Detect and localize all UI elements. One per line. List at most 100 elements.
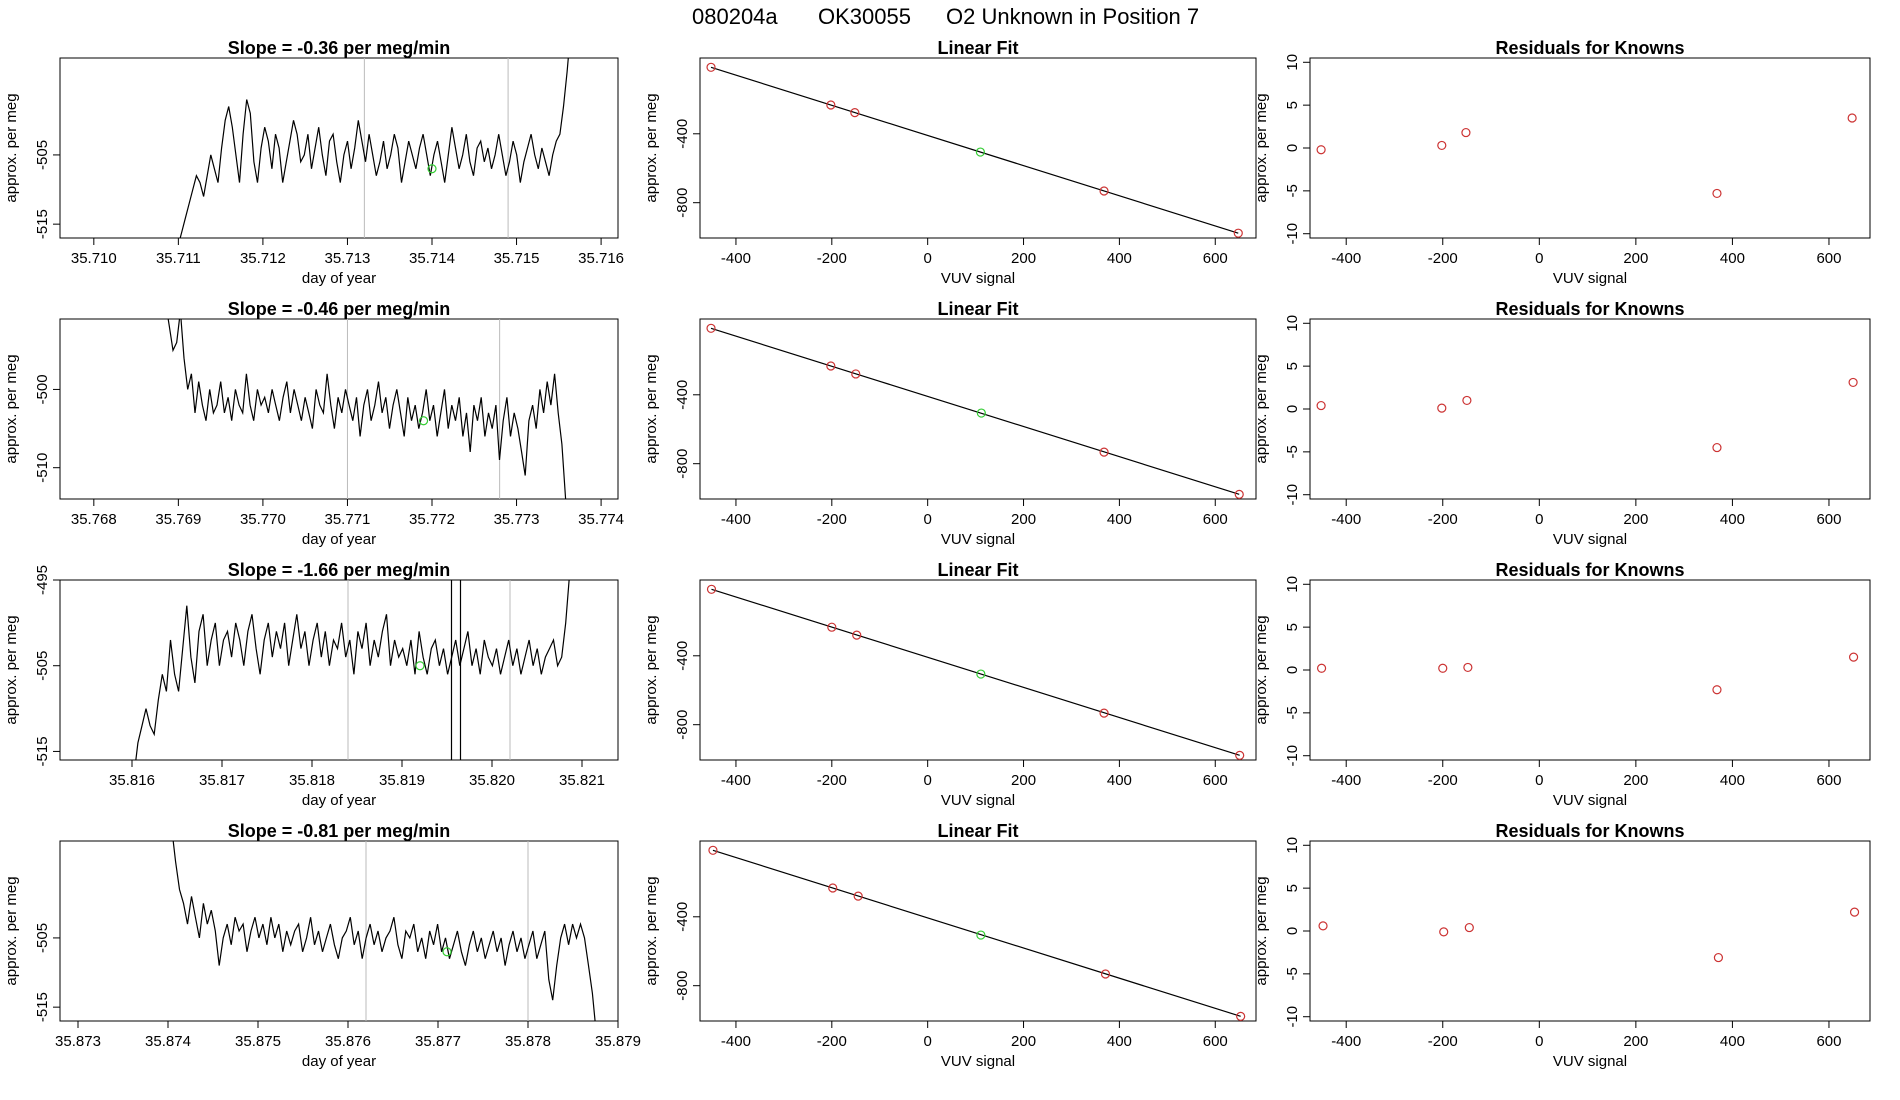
x-tick-label: -400 [721, 772, 751, 789]
known-point [853, 891, 863, 901]
y-tick-label: -800 [674, 710, 691, 740]
x-tick-label: 35.774 [578, 511, 624, 528]
plot-data [708, 845, 1246, 1021]
plot-data [1316, 377, 1858, 453]
plot-frame [1309, 57, 1871, 239]
x-tick-label: -200 [817, 250, 847, 267]
plot-data [167, 319, 567, 499]
x-tick-label: 400 [1720, 772, 1745, 789]
plot-data [706, 62, 1243, 238]
signal-trace [172, 841, 596, 1021]
residual-point [1848, 377, 1858, 388]
figure-title: 080204a OK30055 O2 Unknown in Position 7 [692, 4, 1199, 29]
x-axis-label: VUV signal [1553, 1053, 1627, 1070]
x-axis-label: VUV signal [1553, 270, 1627, 287]
y-tick-label: 5 [1284, 623, 1301, 631]
residual-point [1316, 400, 1326, 411]
x-tick-label: 35.818 [289, 772, 335, 789]
x-tick-label: 35.877 [415, 1033, 461, 1050]
panel-title: Residuals for Knowns [1495, 38, 1684, 58]
y-tick-label: 10 [1284, 315, 1301, 332]
unknown-point [415, 661, 425, 671]
y-tick-label: -5 [1284, 706, 1301, 719]
y-axis-label: approx. per meg [643, 354, 660, 463]
y-tick-label: 0 [1284, 927, 1301, 935]
unknown-point [418, 416, 429, 426]
x-tick-label: 35.820 [469, 772, 515, 789]
x-tick-label: 35.715 [494, 250, 540, 267]
y-tick-label: -495 [34, 565, 51, 595]
panel-title: Linear Fit [937, 560, 1018, 580]
x-tick-label: 600 [1816, 511, 1841, 528]
x-tick-label: 35.771 [325, 511, 371, 528]
y-axis-label: approx. per meg [1253, 876, 1270, 985]
plot-data [1316, 113, 1857, 199]
x-axis-label: day of year [302, 1053, 376, 1070]
known-point [852, 630, 862, 640]
x-tick-label: 35.768 [71, 511, 117, 528]
plot-frame [1309, 840, 1871, 1022]
x-tick-label: 200 [1011, 1033, 1036, 1050]
fit-line [710, 66, 1239, 234]
y-tick-label: -400 [674, 641, 691, 671]
panel-row1-linear_fit: Linear Fit VUV signal approx. per meg -400 -… [643, 38, 1257, 287]
y-tick-label: -515 [34, 736, 51, 766]
y-tick-label: 10 [1284, 54, 1301, 71]
x-tick-label: 600 [1203, 511, 1228, 528]
y-tick-label: -400 [674, 902, 691, 932]
x-axis-label: day of year [302, 531, 376, 548]
x-tick-label: -200 [1428, 511, 1458, 528]
y-axis-label: approx. per meg [643, 876, 660, 985]
known-point [850, 108, 860, 118]
unknown-point [976, 669, 986, 679]
plot-frame [699, 840, 1257, 1022]
x-tick-label: 35.772 [409, 511, 455, 528]
residual-point [1849, 907, 1860, 917]
x-axis-label: day of year [302, 792, 376, 809]
y-tick-label: 0 [1284, 144, 1301, 152]
panel-row3-linear_fit: Linear Fit VUV signal approx. per meg -400 -… [643, 560, 1257, 809]
residual-point [1712, 188, 1722, 199]
panel-title: Linear Fit [937, 299, 1018, 319]
x-tick-label: 600 [1203, 772, 1228, 789]
panel-row2-linear_fit: Linear Fit VUV signal approx. per meg -400 -… [643, 299, 1257, 548]
known-point [826, 361, 836, 371]
known-point [1233, 228, 1243, 238]
known-point [827, 622, 837, 632]
y-tick-label: -400 [674, 119, 691, 149]
x-tick-label: 0 [924, 772, 932, 789]
signal-trace [135, 580, 570, 760]
x-tick-label: 35.821 [559, 772, 605, 789]
panel-title: Slope = -0.81 per meg/min [228, 821, 451, 841]
x-axis-label: VUV signal [1553, 792, 1627, 809]
residual-point [1712, 442, 1722, 453]
residual-point [1463, 662, 1473, 673]
plot-data [172, 841, 596, 1021]
x-tick-label: -400 [721, 1033, 751, 1050]
x-tick-label: 200 [1623, 250, 1648, 267]
x-tick-label: 35.716 [578, 250, 624, 267]
x-tick-label: 600 [1816, 772, 1841, 789]
panel-row4-residuals: Residuals for Knowns VUV signal approx. pe… [1253, 821, 1871, 1070]
x-tick-label: 200 [1623, 772, 1648, 789]
y-tick-label: -515 [34, 209, 51, 239]
x-tick-label: -400 [1331, 772, 1361, 789]
fit-line [710, 327, 1240, 495]
signal-trace [179, 58, 569, 238]
known-point [1236, 1011, 1246, 1021]
figure-title-description: O2 Unknown in Position 7 [946, 4, 1199, 29]
x-tick-label: 35.773 [494, 511, 540, 528]
x-tick-label: 35.711 [156, 250, 201, 267]
plot-data [135, 580, 570, 760]
unknown-point [976, 930, 986, 940]
plot-data [706, 584, 1245, 760]
panel-row4-linear_fit: Linear Fit VUV signal approx. per meg -400 -… [643, 821, 1257, 1070]
y-tick-label: -800 [674, 449, 691, 479]
y-axis-label: approx. per meg [643, 93, 660, 202]
panel-row2-timeseries: Slope = -0.46 per meg/min day of year appr… [3, 299, 624, 548]
signal-trace [167, 319, 567, 499]
x-tick-label: 0 [1535, 772, 1543, 789]
y-axis-label: approx. per meg [1253, 93, 1270, 202]
x-tick-label: 0 [1535, 1033, 1543, 1050]
